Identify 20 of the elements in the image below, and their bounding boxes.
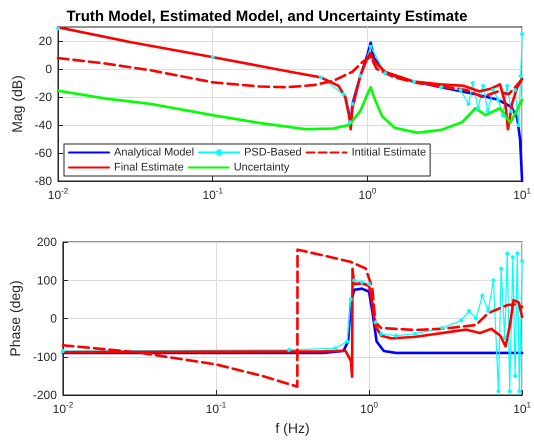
x-axis-title: f (Hz) <box>275 420 310 436</box>
y-tick-label: 100 <box>36 273 58 288</box>
y-tick-label: 20 <box>38 34 52 48</box>
y-tick-label: -40 <box>34 118 52 132</box>
y-tick-label: 0 <box>50 312 58 326</box>
y-tick-label: -100 <box>32 350 58 364</box>
y-tick-label: -60 <box>34 146 52 160</box>
y-axis-title: Mag (dB) <box>8 75 25 133</box>
legend-label: Analytical Model <box>114 146 194 158</box>
y-tick-label: -80 <box>34 174 52 188</box>
chart-title: Truth Model, Estimated Model, and Uncertainty Estimate <box>66 8 468 25</box>
y-tick-label: -200 <box>32 388 58 402</box>
legend-label: Intitial Estimate <box>352 146 426 158</box>
y-axis-title: Phase (deg) <box>7 280 23 357</box>
y-tick-label: -20 <box>34 90 52 104</box>
y-tick-label: 0 <box>45 62 52 76</box>
legend-label: PSD-Based <box>244 146 302 158</box>
y-tick-label: 200 <box>36 235 58 249</box>
legend-label: Final Estimate <box>114 162 184 174</box>
legend-label: Uncertainty <box>234 162 290 174</box>
